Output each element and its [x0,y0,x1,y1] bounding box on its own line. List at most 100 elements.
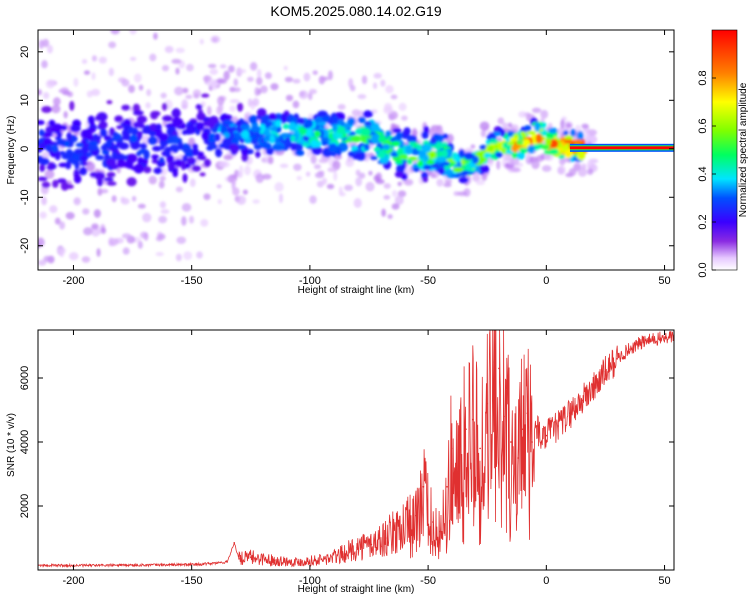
spectrogram-cell-faint [233,87,241,93]
spectrogram-cell [297,117,306,125]
spectrogram-cell-faint [47,44,53,54]
spectrogram-cell-faint [292,78,301,84]
spectrogram-cell [509,137,518,142]
spectrogram-cell [421,131,429,140]
spectrogram-cell [288,122,297,133]
snr-point [458,473,460,475]
spectrogram-cell-faint [223,70,230,81]
spectrogram-cell [130,140,141,150]
spectrogram-cell [99,128,108,138]
spectrogram-cell-faint [108,67,115,77]
colorbar-ticks: 0.0 0.2 0.4 0.6 0.8 [697,70,716,278]
spectrogram-cell-faint [83,70,91,75]
spectrogram-cell-faint [233,78,239,87]
spectrogram-cell-faint [383,183,391,189]
spectrogram-cell-faint [507,122,513,128]
spectrogram-cell-faint [91,55,97,62]
spectrogram-cell [126,177,137,187]
spectrogram-cell [229,143,239,154]
spectrogram-cell [112,144,119,150]
spectrogram-cell [456,161,462,169]
spectrogram-cell [395,159,404,165]
snr-x-tick-label: -100 [299,575,321,587]
spectrogram-cell-faint [121,79,130,87]
spectrogram-cell [164,146,172,157]
spectrogram-cell [182,147,191,154]
spectrogram-cell [87,143,99,151]
snr-point [540,441,543,443]
spectrogram-cell-faint [73,131,80,136]
spectrogram-cell-faint [244,165,251,176]
spectrogram-cell [196,121,205,131]
snr-point [557,425,559,427]
spectrogram-cell-faint [39,211,47,219]
spectrogram-cell-faint [231,116,239,123]
colorbar-tick-label: 0.0 [697,262,709,277]
spectrogram-cell-faint [262,173,272,180]
snr-point [479,447,481,450]
snr-point [273,559,276,562]
spectrogram-cell-faint [252,97,260,107]
spectrogram-cell [45,125,56,134]
spectrogram-cell [501,147,507,153]
spectrogram-cell-faint [270,83,279,91]
spectrogram-cell [394,171,404,178]
snr-point [526,412,529,415]
spectrogram-cell-faint [182,87,189,94]
spectrogram-cell [186,124,197,135]
spectrogram-cell-faint [236,195,247,205]
spectrogram-cell [378,135,387,144]
spectrogram-cell-faint [472,173,481,182]
spectrogram-line [569,146,674,150]
spectrogram-cell [46,164,56,171]
spectrogram-cell [398,140,405,149]
snr-point [498,367,500,370]
spectrogram-cell-faint [397,190,407,198]
spectrogram-cell-faint [327,167,338,173]
spectrogram-cell [316,121,327,127]
spectrogram-cell [403,127,411,136]
spectrogram-cell [390,140,401,147]
spectrogram-cell-faint [320,76,329,81]
spectrogram-cell [347,117,356,126]
spectrogram-cell-faint [283,65,288,71]
spectrogram-cell [488,138,498,144]
colorbar-tick-label: 0.8 [697,70,709,85]
colorbar-scale [711,29,738,271]
spectrogram-cell [56,138,66,146]
spectrogram-cell-faint [383,195,391,200]
snr-y-label: SNR (10 * v/v) [6,413,17,477]
snr-y-tick-label: 4000 [19,430,31,454]
spectrogram-cell-faint [42,38,50,48]
spectrogram-cell [73,174,82,184]
spectrogram-cell [132,110,144,116]
spectrogram-cell-faint [465,147,473,153]
spectrogram-cell [197,151,205,157]
spectrogram-cell-faint [174,86,184,96]
spectrogram-cell [313,130,321,138]
spectrogram-cell [122,124,131,131]
spectrogram-cell-faint [41,60,48,69]
spectrogram-cell [53,124,65,129]
spectrogram-cell-faint [216,78,225,84]
spectrogram-cell-faint [216,184,222,189]
spectrogram-cell-faint [41,196,47,206]
spectrogram-cell-faint [249,61,258,71]
snr-y-tick-label: 6000 [19,366,31,390]
spectrogram-cell [78,167,88,176]
spectrogram-cell-faint [443,182,452,188]
snr-x-tick-label: 0 [543,575,549,587]
snr-series-points [38,335,674,567]
spectrogram-cell-faint [242,189,248,195]
spectrogram-cell [98,120,108,129]
spectrogram-cell-faint [531,159,540,170]
spectrogram-cell-faint [110,30,120,35]
spectrogram-cell [155,123,162,131]
spectrogram-cell [221,137,232,148]
spectrogram-cell-faint [355,176,363,187]
spectrogram-cell-faint [539,117,545,123]
spectrogram-blobs [38,30,599,266]
spectrogram-cell-faint [138,84,144,91]
spectrogram-cell-faint [557,165,566,175]
spectrogram-cell-faint [566,123,572,128]
